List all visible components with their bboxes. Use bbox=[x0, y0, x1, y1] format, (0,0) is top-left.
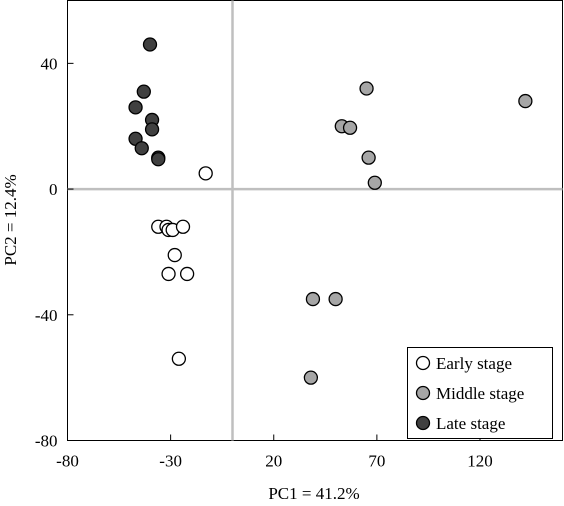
middle-stage-point bbox=[305, 291, 321, 307]
late-stage-point bbox=[142, 37, 158, 52]
middle-stage-point bbox=[303, 370, 319, 385]
middle-stage-point bbox=[328, 291, 343, 307]
x-tick-label: 120 bbox=[467, 452, 493, 471]
late-stage-point bbox=[136, 84, 151, 99]
middle-stage-point bbox=[518, 93, 533, 109]
early-stage-point bbox=[198, 166, 213, 181]
legend-marker-middle-stage bbox=[415, 385, 431, 401]
middle-stage-point bbox=[342, 120, 358, 135]
legend: Early stage Middle stage Late stage bbox=[407, 347, 553, 439]
x-tick-label: 70 bbox=[368, 452, 385, 471]
middle-stage-point bbox=[361, 150, 376, 165]
legend-marker-early-stage bbox=[415, 355, 431, 371]
y-tick-label: -40 bbox=[35, 306, 58, 325]
y-tick-label: 0 bbox=[49, 180, 58, 199]
y-axis-ticks: -80 -40 0 40 bbox=[35, 54, 74, 451]
late-stage-point bbox=[151, 152, 166, 167]
legend-box bbox=[407, 347, 553, 439]
y-tick-label: -80 bbox=[35, 432, 58, 451]
early-stage-point bbox=[161, 266, 176, 282]
data-points bbox=[128, 37, 533, 385]
late-stage-point bbox=[128, 100, 143, 115]
x-axis-ticks: -80 -30 20 70 120 bbox=[56, 434, 493, 471]
y-tick-label: 40 bbox=[41, 54, 58, 73]
early-stage-point bbox=[179, 266, 195, 282]
legend-label-middle-stage: Middle stage bbox=[436, 384, 524, 403]
late-stage-point bbox=[144, 122, 160, 137]
y-axis-title: PC2 = 12.4% bbox=[1, 174, 20, 265]
middle-stage-point bbox=[367, 175, 382, 190]
legend-marker-late-stage bbox=[415, 415, 431, 431]
legend-label-early-stage: Early stage bbox=[436, 354, 512, 373]
late-stage-point bbox=[134, 141, 149, 156]
x-tick-label: -30 bbox=[159, 452, 182, 471]
early-stage-point bbox=[175, 219, 191, 234]
early-stage-point bbox=[167, 247, 182, 263]
middle-stage-point bbox=[359, 81, 374, 96]
early-stage-point bbox=[171, 351, 187, 366]
legend-label-late-stage: Late stage bbox=[436, 414, 505, 433]
x-tick-label: 20 bbox=[265, 452, 282, 471]
x-axis-title: PC1 = 41.2% bbox=[268, 484, 359, 503]
x-tick-label: -80 bbox=[56, 452, 79, 471]
